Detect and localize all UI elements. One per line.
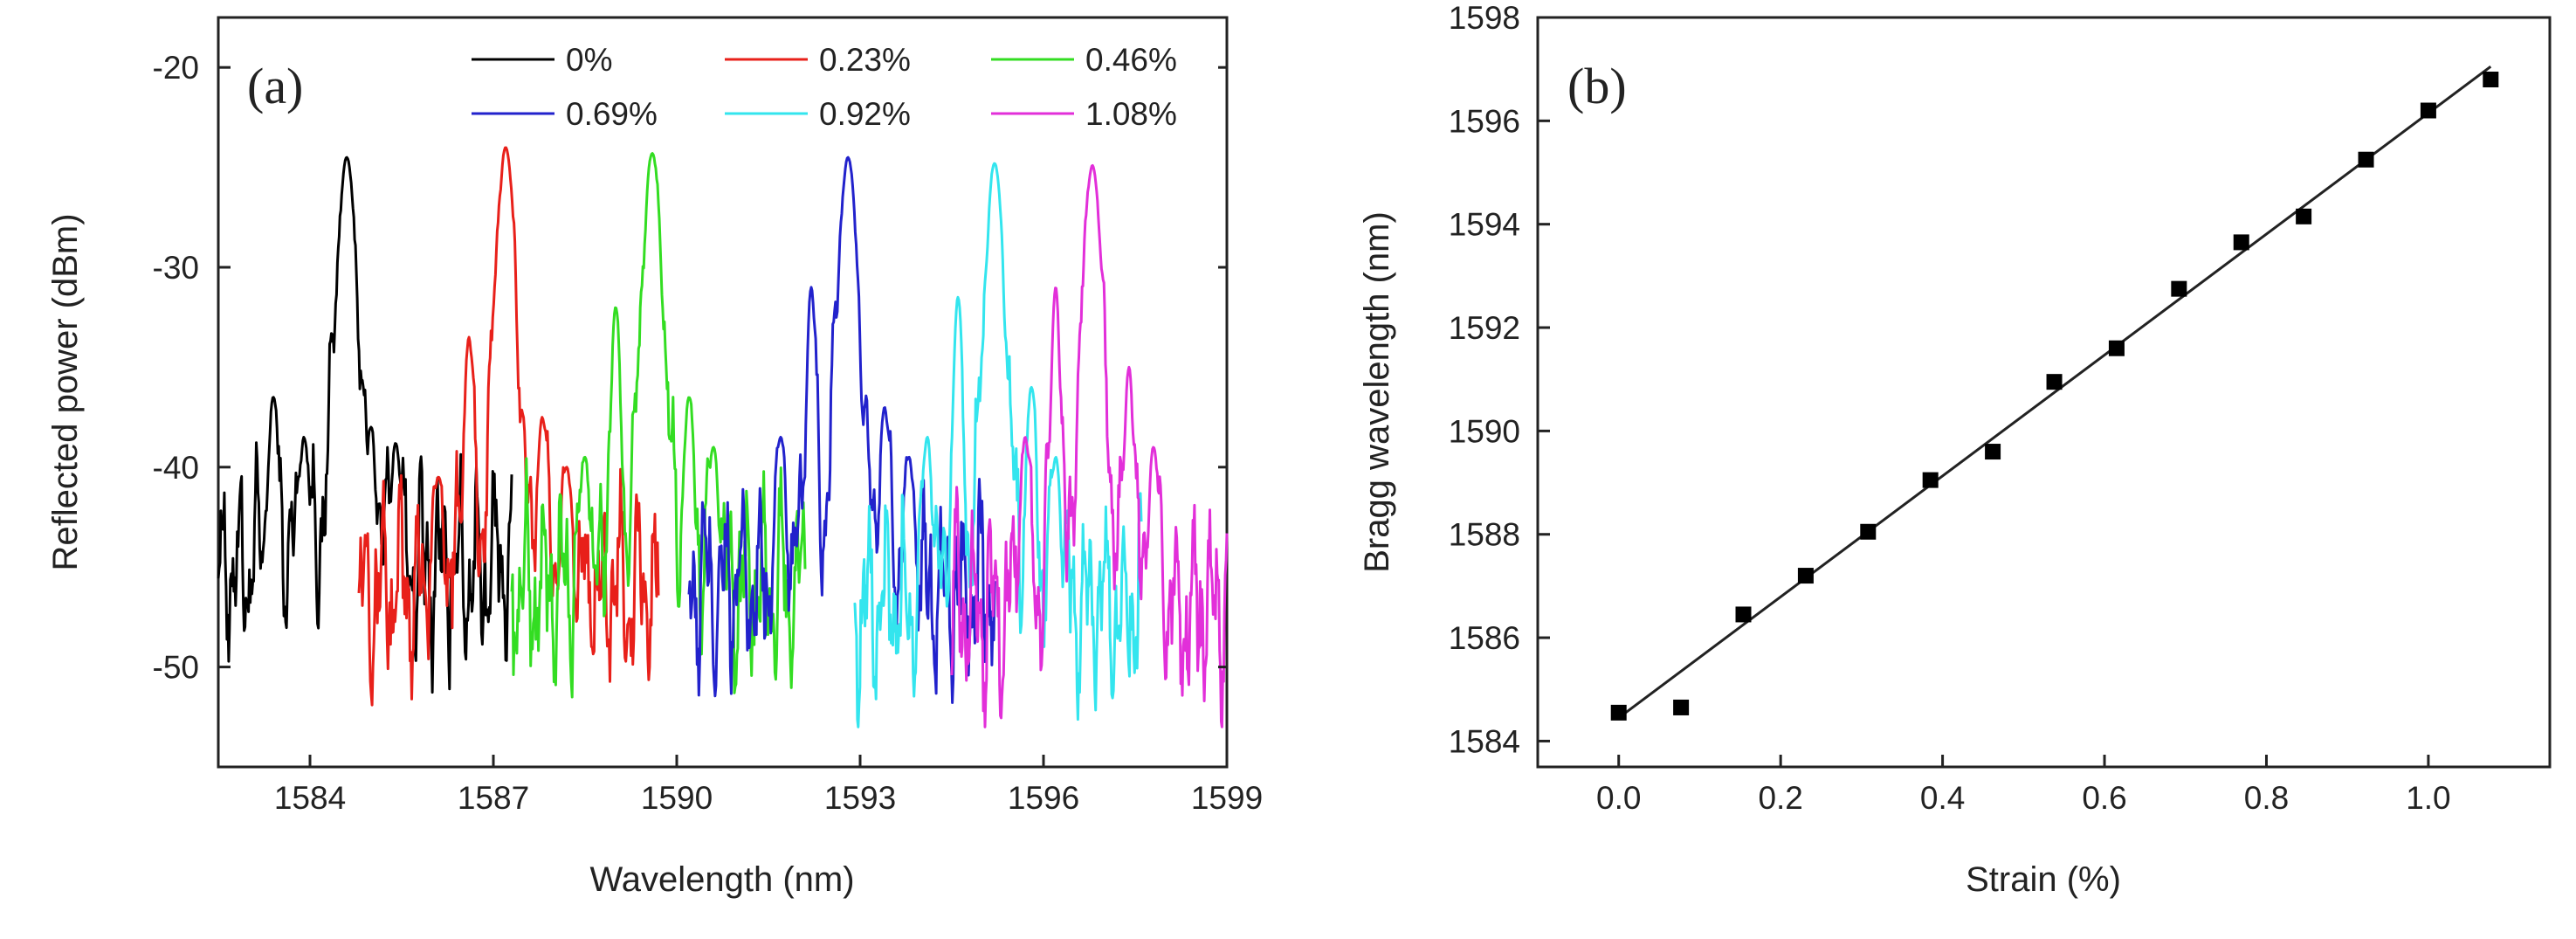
panel-b-frame: [1536, 16, 2552, 769]
b-ytick-label: 1584: [1449, 723, 1520, 759]
panel-b-fit-line: [1617, 66, 2492, 719]
data-point: [2296, 208, 2312, 224]
series-line-1: [357, 146, 660, 707]
data-point: [1673, 699, 1690, 715]
panel-a-ticks: 1584 1587 1590 1593 1596 1599 -50 -40 -30 -20: [153, 50, 1264, 816]
data-point: [1922, 472, 1939, 488]
data-point: [1797, 568, 1814, 584]
b-ytick-label: 1588: [1449, 517, 1520, 553]
legend-label: 0.69%: [566, 96, 658, 132]
a-xtick-label: 1596: [1008, 780, 1079, 816]
data-point: [2108, 340, 2125, 356]
b-ytick-label: 1592: [1449, 310, 1520, 346]
panel-a-legend: 0% 0.23% 0.46% 0.69% 0.92% 1.08%: [472, 42, 1177, 132]
data-point: [2358, 151, 2374, 168]
b-xtick-label: 0.0: [1596, 780, 1641, 816]
panel-b-ticks: 0.0 0.2 0.4 0.6 0.8 1.0 1584 1586 1588 1590 1592 15…: [1449, 0, 2451, 816]
a-xtick-label: 1593: [824, 780, 896, 816]
b-ytick-label: 1590: [1449, 413, 1520, 449]
panel-a-label: (a): [247, 58, 303, 114]
a-xtick-label: 1584: [274, 780, 346, 816]
panel-b-xlabel: Strain (%): [1966, 860, 2121, 899]
b-ytick-label: 1594: [1449, 207, 1520, 243]
series-line-2: [510, 152, 807, 699]
b-ytick-label: 1596: [1449, 103, 1520, 139]
a-ytick-label: -40: [153, 450, 199, 486]
data-point: [1610, 704, 1627, 721]
data-point: [1985, 444, 2001, 460]
data-point: [1860, 523, 1877, 540]
panel-a: 1584 1587 1590 1593 1596 1599 -50 -40 -30 -20 (a)…: [46, 16, 1264, 899]
b-xtick-label: 0.6: [2082, 780, 2126, 816]
b-xtick-label: 0.2: [1758, 780, 1802, 816]
data-point: [2233, 234, 2249, 251]
b-ytick-label: 1598: [1449, 0, 1520, 36]
data-point: [1735, 606, 1752, 623]
series-line-3: [687, 155, 996, 704]
panel-a-xlabel: Wavelength (nm): [589, 860, 854, 899]
panel-b-ylabel: Bragg wavelength (nm): [1358, 211, 1396, 573]
series-line-5: [950, 163, 1229, 728]
panel-a-ylabel: Reflected power (dBm): [46, 213, 85, 570]
data-point: [2171, 280, 2187, 297]
panel-a-frame: [217, 16, 1229, 769]
legend-label: 0.46%: [1085, 42, 1177, 78]
legend-label: 0%: [566, 42, 612, 78]
data-point: [2483, 72, 2499, 88]
a-ytick-label: -30: [153, 250, 199, 286]
a-ytick-label: -20: [153, 50, 199, 86]
a-xtick-label: 1587: [458, 780, 529, 816]
data-point: [2420, 102, 2436, 119]
panel-b-points: [1610, 72, 2499, 721]
series-line-4: [853, 162, 1143, 728]
b-xtick-label: 0.4: [1920, 780, 1965, 816]
panel-a-series: [217, 146, 1229, 728]
legend-label: 1.08%: [1085, 96, 1177, 132]
a-xtick-label: 1590: [641, 780, 713, 816]
a-ytick-label: -50: [153, 650, 199, 686]
data-point: [2046, 374, 2063, 390]
panel-b-label: (b): [1567, 58, 1627, 114]
b-ytick-label: 1586: [1449, 620, 1520, 656]
legend-label: 0.92%: [819, 96, 911, 132]
b-xtick-label: 1.0: [2406, 780, 2450, 816]
b-xtick-label: 0.8: [2244, 780, 2289, 816]
a-xtick-label: 1599: [1191, 780, 1263, 816]
panel-b: 0.0 0.2 0.4 0.6 0.8 1.0 1584 1586 1588 1590 1592 15…: [1358, 0, 2552, 899]
legend-label: 0.23%: [819, 42, 911, 78]
series-line-0: [217, 155, 513, 694]
